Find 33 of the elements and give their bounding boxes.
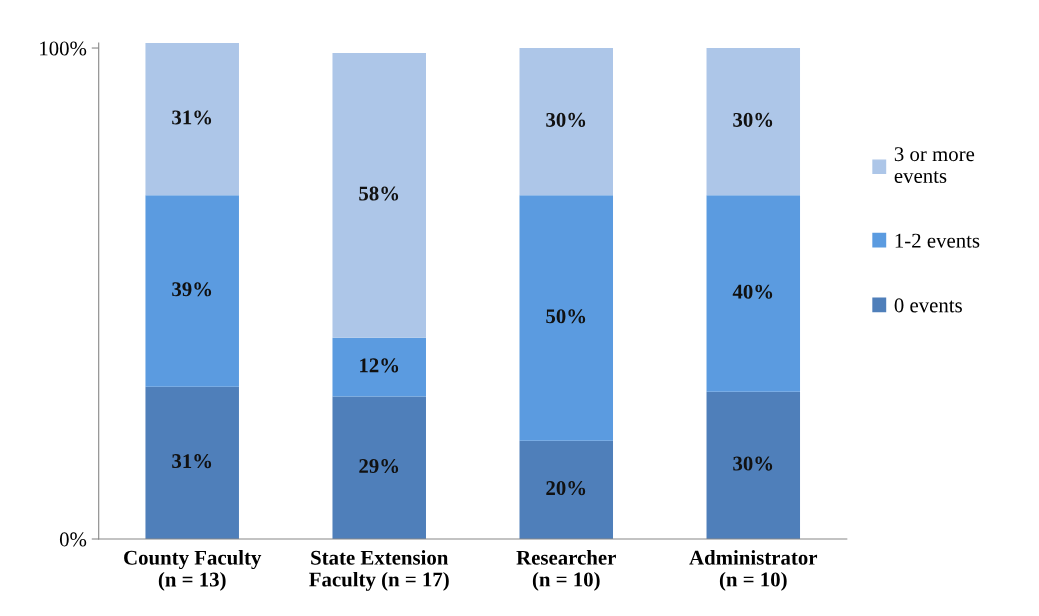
bar bbox=[706, 195, 801, 392]
data-label: 40% bbox=[732, 284, 773, 299]
legend-label: 1-2 events bbox=[895, 233, 980, 248]
legend-label: 0 events bbox=[894, 298, 962, 313]
data-label: 30% bbox=[733, 456, 773, 471]
data-label: 31% bbox=[172, 454, 212, 469]
data-label: 39% bbox=[172, 282, 212, 297]
x-tick-label: Administrator (n = 10) bbox=[689, 550, 818, 591]
data-label: 20% bbox=[546, 481, 586, 496]
data-label: 30% bbox=[733, 112, 773, 127]
data-label: 30% bbox=[546, 112, 586, 127]
x-tick-label: County Faculty (n = 13) bbox=[124, 550, 262, 591]
bar bbox=[519, 48, 614, 196]
bar bbox=[706, 48, 801, 196]
bar bbox=[706, 391, 801, 539]
data-label: 29% bbox=[359, 458, 399, 474]
data-label: 58% bbox=[359, 186, 399, 201]
bar bbox=[145, 386, 239, 539]
x-tick-label: State Extension Faculty (n = 17) bbox=[309, 550, 449, 591]
data-label: 12% bbox=[360, 358, 399, 373]
bar bbox=[332, 396, 426, 539]
x-tick-label: Researcher (n = 10) bbox=[516, 550, 616, 591]
bar bbox=[145, 43, 239, 196]
y-tick-label: 0% bbox=[59, 532, 87, 547]
bar bbox=[519, 440, 614, 539]
bar bbox=[519, 195, 614, 441]
bar bbox=[145, 195, 239, 387]
bar bbox=[332, 337, 426, 397]
data-label: 50% bbox=[546, 309, 586, 324]
bar bbox=[332, 52, 426, 338]
data-label: 31% bbox=[172, 110, 212, 125]
legend-label: 3 or more events bbox=[894, 147, 975, 183]
y-tick-label: 100% bbox=[40, 41, 87, 56]
